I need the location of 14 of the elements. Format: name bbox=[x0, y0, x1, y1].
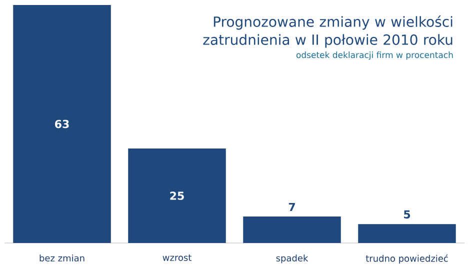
bar bbox=[358, 224, 456, 243]
text: odsetek deklaracji firm w procentach bbox=[296, 52, 453, 60]
data-label: 63 bbox=[55, 120, 69, 128]
x-tick-label: bez zmian bbox=[40, 254, 84, 262]
x-tick-label: wzrost bbox=[162, 254, 192, 261]
text: Prognozowane zmiany w wielkości zatrudnienia w II połowie 2010 roku bbox=[203, 16, 452, 48]
bar bbox=[243, 216, 341, 243]
data-label: 25 bbox=[170, 192, 184, 200]
x-tick-label: spadek bbox=[276, 254, 308, 264]
bar bbox=[128, 148, 226, 243]
data-label: 5 bbox=[404, 210, 410, 219]
x-tick-label: trudno powiedzieć bbox=[366, 254, 448, 264]
data-label: 7 bbox=[288, 202, 295, 212]
bar bbox=[13, 5, 111, 243]
